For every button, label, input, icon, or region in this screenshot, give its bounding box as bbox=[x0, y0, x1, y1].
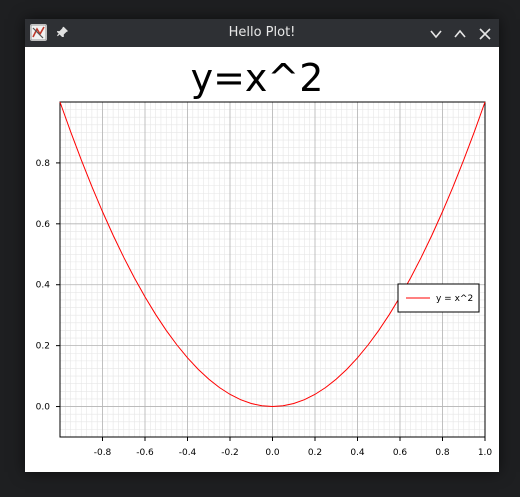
x-tick-label: -0.6 bbox=[136, 448, 154, 458]
chevron-down-icon[interactable] bbox=[429, 26, 443, 40]
series-layer bbox=[59, 101, 486, 408]
y-tick-label: 0.8 bbox=[36, 159, 51, 169]
title-bar[interactable]: Hello Plot! bbox=[25, 19, 499, 47]
chart-title: y=x^2 bbox=[191, 56, 324, 100]
y-tick-label: 0.6 bbox=[36, 220, 51, 230]
x-tick-label: 0.2 bbox=[308, 448, 322, 458]
legend[interactable]: y = x^2 bbox=[397, 283, 480, 313]
window-title: Hello Plot! bbox=[228, 25, 296, 40]
pin-icon[interactable] bbox=[56, 25, 70, 41]
axis-ticks: -0.8 -0.6 -0.4 -0.2 0.0 0.2 0.4 0.6 0.8 1.0 0.0 0.2… bbox=[36, 159, 493, 458]
plot-canvas-area: y=x^2 -0.8 -0.6 -0.4 -0.2 0.0 0.2 0.4 0.6 0.8 1.0… bbox=[25, 47, 499, 472]
x-tick-label: 1.0 bbox=[478, 448, 493, 458]
legend-label: y = x^2 bbox=[436, 294, 473, 304]
line-chart: y=x^2 -0.8 -0.6 -0.4 -0.2 0.0 0.2 0.4 0.6 0.8 1.0… bbox=[36, 56, 493, 458]
x-tick-label: 0.6 bbox=[393, 448, 408, 458]
x-tick-label: -0.2 bbox=[221, 448, 239, 458]
x-tick-label: 0.4 bbox=[350, 448, 365, 458]
series-line bbox=[59, 101, 486, 408]
plot-window: Hello Plot! y=x^2 -0.8 -0.6 -0.4 -0.2 0.0 0.2… bbox=[25, 19, 499, 472]
x-tick-label: 0.8 bbox=[435, 448, 450, 458]
x-tick-label: -0.4 bbox=[179, 448, 197, 458]
x-tick-label: 0.0 bbox=[265, 448, 280, 458]
y-tick-label: 0.0 bbox=[36, 403, 51, 413]
y-tick-label: 0.4 bbox=[36, 281, 51, 291]
chevron-up-icon[interactable] bbox=[453, 26, 467, 40]
close-icon[interactable] bbox=[478, 26, 492, 40]
y-tick-label: 0.2 bbox=[36, 342, 50, 352]
plot-app-icon bbox=[30, 24, 47, 41]
x-tick-label: -0.8 bbox=[94, 448, 112, 458]
